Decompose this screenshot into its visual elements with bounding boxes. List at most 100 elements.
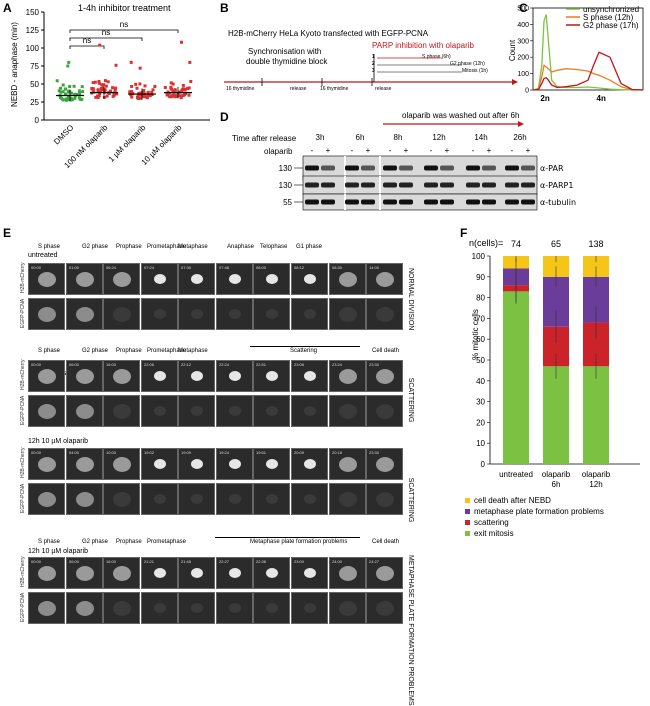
cell-nucleus <box>339 566 357 581</box>
d-blot-band <box>321 165 335 171</box>
phase-label: G2 phase <box>82 244 109 250</box>
cell-nucleus <box>376 272 394 287</box>
cell-nucleus <box>154 568 166 578</box>
microscopy-image-tile: 22:24 <box>216 360 253 392</box>
cell-nucleus <box>229 568 241 578</box>
microscopy-image-tile: 08:00 <box>253 263 290 295</box>
microscopy-image-tile: 00:00 <box>28 263 65 295</box>
cell-nucleus <box>113 272 131 287</box>
cell-nucleus <box>376 601 394 616</box>
a-ytick-label: 50 <box>30 80 39 89</box>
timeline-thymidine-2: 16 thymidine <box>320 86 349 92</box>
microscopy-image-tile <box>291 483 328 515</box>
a-data-point <box>96 88 100 92</box>
timeline-thymidine-1: 16 thymidine <box>226 86 255 92</box>
a-data-point <box>67 98 71 102</box>
microscopy-image-tile <box>103 395 140 427</box>
timestamp: 21:21 <box>144 559 155 564</box>
a-data-point <box>188 60 192 64</box>
cell-nucleus <box>154 494 166 504</box>
timestamp: 04:00 <box>69 450 80 455</box>
cell-nucleus <box>113 457 131 472</box>
timestamp: 19:51 <box>256 450 267 455</box>
a-data-point <box>167 91 171 95</box>
microscopy-image-tile: 19:02 <box>141 448 178 480</box>
a-data-point <box>187 86 191 90</box>
f-category-label: olaparib <box>542 470 571 479</box>
microscopy-image-tile <box>28 483 65 515</box>
a-data-point <box>145 95 149 99</box>
timestamp: 19:09 <box>181 450 192 455</box>
panel-label-c: C <box>519 1 528 15</box>
microscopy-image-tile: 19:24 <box>216 448 253 480</box>
d-blot-band <box>424 199 438 205</box>
a-data-point <box>55 79 59 83</box>
d-blot-label: α-PARP1 <box>540 181 573 190</box>
time-after-release-label: Time after release <box>232 134 297 143</box>
f-ytick-label: 100 <box>472 252 486 261</box>
d-time-label: 12h <box>432 133 445 142</box>
phase-label: Metaphase <box>178 348 208 354</box>
phase-label: Prophase <box>116 348 142 354</box>
phase-label: Prophase <box>116 539 142 545</box>
microscopy-image-tile <box>178 298 215 330</box>
a-data-point <box>138 66 142 70</box>
microscopy-image-tile <box>329 395 366 427</box>
a-data-point <box>178 94 182 98</box>
timestamp: 06:24 <box>106 265 117 270</box>
cell-nucleus <box>154 371 166 381</box>
microscopy-image-tile <box>216 592 253 624</box>
a-sig-label: ns <box>120 20 128 29</box>
d-time-label: 26h <box>513 133 526 142</box>
f-category-label: olaparib <box>582 470 611 479</box>
microscopy-image-tile: 22:12 <box>178 360 215 392</box>
a-data-point <box>171 82 175 86</box>
microscopy-image-tile <box>66 483 103 515</box>
d-blot-band <box>482 165 496 171</box>
timestamp: 00:00 <box>31 450 42 455</box>
c-series-line <box>532 14 643 91</box>
microscopy-image-tile <box>216 395 253 427</box>
d-blot-band <box>305 165 319 171</box>
f-legend-swatch <box>465 531 470 536</box>
cell-nucleus <box>229 371 241 381</box>
phase-label: G2 phase <box>82 348 109 354</box>
washout-label: olaparib was washed out after 6h <box>402 111 520 120</box>
a-data-point <box>99 90 103 94</box>
a-data-point <box>94 95 98 99</box>
a-sig-label: ns <box>102 28 110 37</box>
f-ytick-label: 80 <box>476 294 485 303</box>
a-data-point <box>135 86 139 90</box>
a-data-point <box>69 98 73 102</box>
cell-nucleus <box>376 307 394 322</box>
cell-nucleus <box>154 406 166 416</box>
f-legend-label: cell death after NEBD <box>474 496 551 505</box>
a-data-point <box>179 96 183 100</box>
a-data-point <box>146 90 150 94</box>
a-sig-label: ns <box>83 36 91 45</box>
a-ytick-label: 25 <box>30 98 39 107</box>
a-data-point <box>98 92 102 96</box>
a-data-point <box>69 91 73 95</box>
d-blot-label: α-tubulin <box>540 198 576 207</box>
phase-label: S phase <box>38 539 61 545</box>
a-data-point <box>179 40 183 44</box>
a-data-point <box>130 95 134 99</box>
a-data-point <box>68 85 72 89</box>
option-mitosis: Mitosis (1h) <box>462 68 488 74</box>
d-blot-band <box>466 199 480 205</box>
microscopy-image-tile <box>178 483 215 515</box>
timestamp: 23:30 <box>369 362 380 367</box>
d-blot-band <box>521 182 535 188</box>
sync-step-line2: double thymidine block <box>246 57 328 66</box>
c-plot-frame <box>532 7 644 91</box>
f-ytick-label: 50 <box>476 356 485 365</box>
a-data-point <box>181 87 185 91</box>
timestamp: 22:36 <box>256 559 267 564</box>
d-sign: + <box>326 146 331 155</box>
d-time-label: 3h <box>316 133 325 142</box>
c-ytick-label: 0 <box>525 88 529 95</box>
cell-nucleus <box>339 492 357 507</box>
phase-label: Telophase <box>260 244 288 250</box>
timestamp: 06:00 <box>69 559 80 564</box>
